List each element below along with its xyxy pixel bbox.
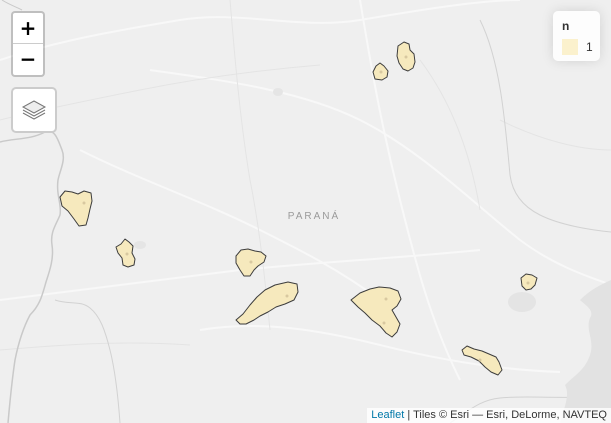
leaflet-link[interactable]: Leaflet	[371, 409, 405, 421]
urban-area	[508, 292, 536, 312]
attribution-separator: |	[404, 409, 414, 421]
layers-icon	[21, 100, 47, 120]
legend-title: n	[562, 19, 570, 33]
legend: n 1	[553, 11, 600, 61]
layers-control-button[interactable]	[11, 87, 57, 133]
attribution: Leaflet | Tiles © Esri — Esri, DeLorme, …	[367, 408, 611, 423]
zoom-control: + −	[11, 11, 45, 77]
centroid-markers	[82, 55, 530, 362]
municipality-polygon[interactable]	[59, 190, 93, 227]
legend-swatch	[562, 39, 578, 55]
zoom-in-button[interactable]: +	[13, 13, 43, 44]
zoom-out-button[interactable]: −	[19, 47, 37, 71]
municipality-polygons[interactable]	[59, 41, 538, 376]
legend-item-label: 1	[586, 40, 593, 54]
municipality-polygon[interactable]	[350, 286, 402, 338]
region-label: PARANÁ	[288, 209, 340, 222]
urban-area	[134, 241, 146, 249]
water	[560, 280, 611, 423]
municipality-polygon[interactable]	[115, 238, 136, 268]
municipality-polygon[interactable]	[461, 345, 503, 376]
urban-area	[273, 88, 283, 96]
attribution-text: Tiles © Esri — Esri, DeLorme, NAVTEQ	[413, 409, 607, 421]
municipality-polygon[interactable]	[235, 281, 299, 325]
